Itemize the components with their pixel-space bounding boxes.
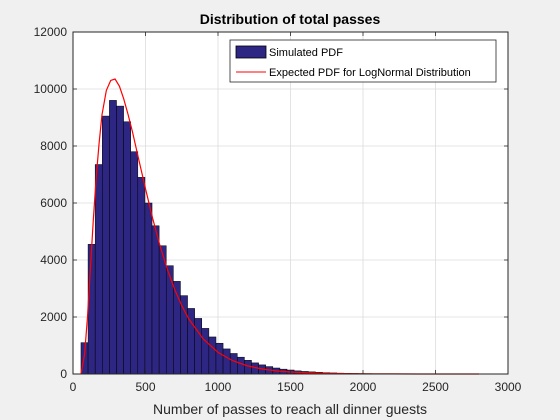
histogram-bar (87, 244, 96, 375)
histogram-bar (237, 356, 245, 375)
x-tick-label: 2000 (350, 380, 377, 394)
x-tick-label: 0 (70, 380, 77, 394)
histogram-bar (180, 295, 188, 375)
legend-box (229, 39, 497, 83)
histogram-bar (94, 164, 103, 375)
x-axis-title: Number of passes to reach all dinner gue… (153, 401, 427, 417)
histogram-bar (144, 202, 153, 375)
y-tick-label: 4000 (40, 253, 67, 267)
histogram-bar (116, 105, 124, 375)
x-tick-label: 3000 (495, 380, 522, 394)
y-tick-label: 10000 (34, 82, 68, 96)
histogram-bar (151, 225, 160, 375)
histogram-bar (194, 318, 203, 375)
x-tick-labels: 0 500 1000 1500 2000 2500 3000 (70, 380, 522, 394)
y-tick-label: 2000 (40, 310, 67, 324)
x-tick-label: 500 (135, 380, 155, 394)
legend: Simulated PDF Expected PDF for LogNormal… (229, 39, 497, 83)
histogram-bar (109, 100, 117, 375)
y-tick-label: 0 (60, 367, 67, 381)
x-tick-label: 1500 (277, 380, 304, 394)
histogram-bar (158, 245, 167, 375)
y-tick-labels: 0 2000 4000 6000 8000 10000 12000 (34, 25, 68, 381)
histogram-bar (208, 336, 217, 375)
histogram-bar (130, 151, 139, 375)
legend-label-lognormal: Expected PDF for LogNormal Distribution (269, 67, 471, 79)
histogram-bar (201, 328, 210, 375)
histogram-bar (215, 342, 224, 375)
x-tick-label: 1000 (205, 380, 232, 394)
histogram-bar (229, 353, 238, 375)
x-tick-label: 2500 (422, 380, 449, 394)
legend-label-simulated-pdf: Simulated PDF (269, 47, 343, 59)
histogram-bar (123, 121, 131, 375)
lognormal-pdf-line (80, 78, 479, 375)
chart-title: Distribution of total passes (200, 11, 381, 27)
y-tick-label: 6000 (40, 196, 67, 210)
axis-ticks (72, 31, 509, 375)
histogram-bar (137, 177, 146, 375)
histogram-bar (222, 348, 231, 375)
y-tick-label: 8000 (40, 139, 67, 153)
pdf-curve (80, 78, 479, 375)
y-tick-label: 12000 (34, 25, 68, 39)
legend-swatch-simulated-pdf (235, 45, 267, 59)
histogram-bar (102, 115, 110, 375)
histogram-bar (244, 360, 252, 375)
